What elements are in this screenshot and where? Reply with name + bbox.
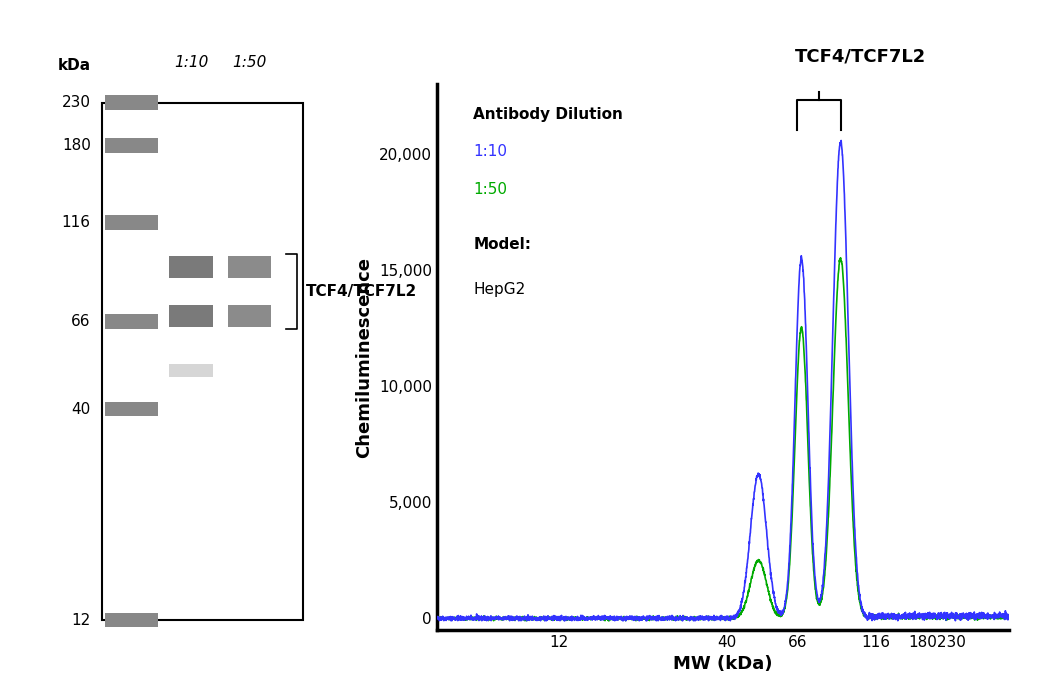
Text: 12: 12 bbox=[72, 612, 90, 628]
FancyBboxPatch shape bbox=[170, 304, 213, 328]
Text: 40: 40 bbox=[72, 402, 90, 416]
X-axis label: MW (kDa): MW (kDa) bbox=[673, 655, 773, 673]
FancyBboxPatch shape bbox=[102, 102, 304, 620]
Text: 230: 230 bbox=[61, 95, 90, 110]
FancyBboxPatch shape bbox=[170, 256, 213, 279]
Y-axis label: Chemiluminescence: Chemiluminescence bbox=[356, 256, 373, 458]
FancyBboxPatch shape bbox=[105, 216, 158, 230]
Text: TCF4/TCF7L2: TCF4/TCF7L2 bbox=[796, 48, 927, 65]
FancyBboxPatch shape bbox=[170, 363, 213, 377]
FancyBboxPatch shape bbox=[228, 304, 271, 328]
Text: 1:50: 1:50 bbox=[473, 181, 508, 197]
Text: 180: 180 bbox=[61, 138, 90, 153]
FancyBboxPatch shape bbox=[105, 95, 158, 110]
Text: TCF4/TCF7L2: TCF4/TCF7L2 bbox=[306, 284, 417, 299]
FancyBboxPatch shape bbox=[228, 256, 271, 279]
FancyBboxPatch shape bbox=[105, 402, 158, 416]
Text: Antibody Dilution: Antibody Dilution bbox=[473, 107, 623, 122]
Text: 116: 116 bbox=[61, 215, 90, 230]
Text: 66: 66 bbox=[71, 314, 90, 329]
FancyBboxPatch shape bbox=[105, 139, 158, 153]
Text: 1:10: 1:10 bbox=[473, 144, 508, 160]
Text: HepG2: HepG2 bbox=[473, 282, 525, 297]
FancyBboxPatch shape bbox=[105, 613, 158, 627]
FancyBboxPatch shape bbox=[105, 314, 158, 328]
Text: kDa: kDa bbox=[57, 58, 90, 73]
Text: 1:50: 1:50 bbox=[232, 55, 266, 70]
Text: 1:10: 1:10 bbox=[174, 55, 208, 70]
Text: Model:: Model: bbox=[473, 237, 531, 252]
